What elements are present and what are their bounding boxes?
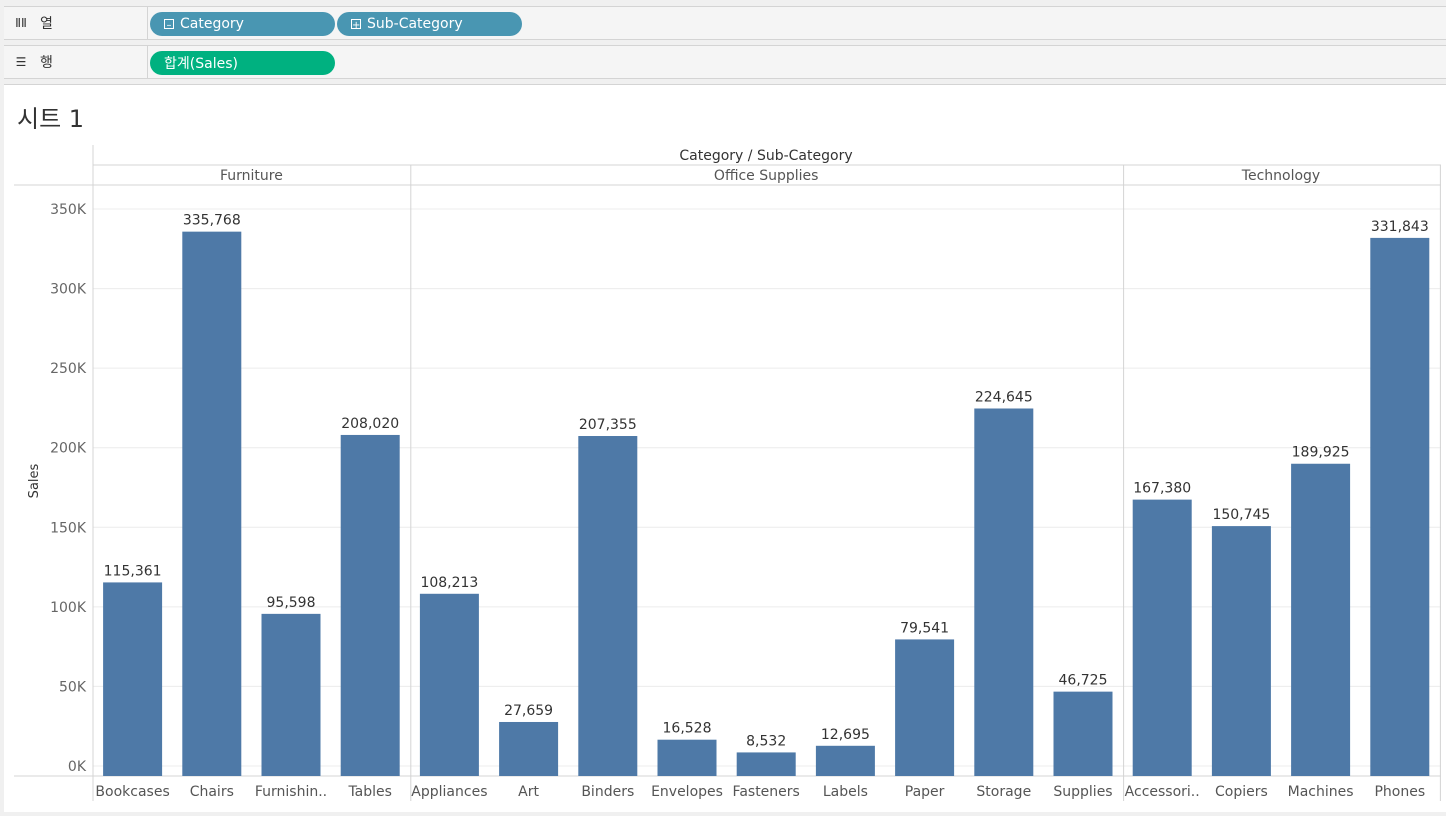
- bar[interactable]: [657, 739, 717, 776]
- bar-value-label: 208,020: [341, 416, 399, 432]
- x-tick-label: Labels: [823, 784, 868, 800]
- x-tick-label: Art: [518, 784, 539, 800]
- bar[interactable]: [261, 613, 321, 776]
- x-tick-label: Copiers: [1215, 784, 1268, 800]
- columns-icon: ⅡⅡ: [15, 16, 27, 30]
- x-tick-label: Chairs: [190, 784, 234, 800]
- sales-measure-pill[interactable]: 합계(Sales): [150, 51, 335, 75]
- bar[interactable]: [1370, 237, 1430, 776]
- rows-shelf-label: ☰ 행: [4, 46, 148, 78]
- header-title: Category / Sub-Category: [679, 148, 852, 164]
- x-tick-label: Accessori..: [1125, 784, 1200, 800]
- category-pill-label: Category: [180, 16, 244, 32]
- y-tick-label: 300K: [50, 282, 87, 298]
- bar-value-label: 189,925: [1292, 445, 1350, 461]
- bar-value-label: 150,745: [1212, 507, 1270, 523]
- y-tick-label: 0K: [68, 759, 87, 775]
- sub-category-pill-label: Sub-Category: [367, 16, 463, 32]
- bar-value-label: 79,541: [900, 620, 949, 636]
- bar-value-label: 207,355: [579, 417, 637, 433]
- x-tick-label: Fasteners: [733, 784, 800, 800]
- x-tick-label: Appliances: [411, 784, 487, 800]
- bar[interactable]: [815, 745, 875, 776]
- rows-shelf-title: 행: [40, 55, 53, 71]
- x-tick-label: Machines: [1288, 784, 1354, 800]
- bar[interactable]: [419, 593, 479, 776]
- bar-value-label: 46,725: [1059, 673, 1108, 689]
- bar-value-label: 115,361: [104, 563, 162, 579]
- y-tick-label: 250K: [50, 361, 87, 377]
- expand-icon[interactable]: [351, 19, 361, 29]
- bar-value-label: 108,213: [420, 575, 478, 591]
- x-tick-label: Storage: [976, 784, 1031, 800]
- bar-value-label: 12,695: [821, 727, 870, 743]
- bar[interactable]: [895, 639, 955, 776]
- bar[interactable]: [974, 408, 1034, 776]
- y-tick-label: 200K: [50, 441, 87, 457]
- collapse-icon[interactable]: [164, 19, 174, 29]
- y-tick-label: 350K: [50, 202, 87, 218]
- bar-value-label: 16,528: [663, 721, 712, 737]
- bar-value-label: 8,532: [746, 733, 786, 749]
- x-tick-label: Paper: [905, 784, 945, 800]
- category-header-1: Office Supplies: [714, 168, 819, 184]
- bar[interactable]: [1211, 526, 1271, 776]
- x-tick-label: Phones: [1374, 784, 1425, 800]
- bar-value-label: 167,380: [1133, 481, 1191, 497]
- y-tick-label: 150K: [50, 520, 87, 536]
- x-tick-label: Furnishin..: [255, 784, 327, 800]
- sub-category-pill[interactable]: Sub-Category: [337, 12, 522, 36]
- x-tick-label: Tables: [347, 784, 392, 800]
- rows-icon: ☰: [15, 55, 27, 69]
- sheet-title: 시트 1: [17, 105, 85, 133]
- y-axis-label: Sales: [27, 463, 42, 498]
- bar-value-label: 224,645: [975, 389, 1033, 405]
- bar[interactable]: [1291, 463, 1351, 776]
- bar-chart: 0K 50K 100K 150K 200K 250K 300K 350K Sales Catego…: [14, 145, 1441, 801]
- bar[interactable]: [499, 721, 559, 776]
- bar[interactable]: [1132, 499, 1192, 776]
- x-tick-label: Envelopes: [651, 784, 723, 800]
- y-tick-label: 50K: [59, 679, 87, 695]
- category-pill[interactable]: Category: [150, 12, 335, 36]
- y-tick-label: 100K: [50, 600, 87, 616]
- bar-value-label: 27,659: [504, 703, 553, 719]
- columns-shelf-label: ⅡⅡ 열: [4, 7, 148, 39]
- bar[interactable]: [578, 436, 638, 776]
- x-tick-label: Supplies: [1053, 784, 1112, 800]
- columns-shelf: ⅡⅡ 열 Category Sub-Category: [4, 6, 1446, 40]
- bar[interactable]: [103, 582, 163, 776]
- bar-value-label: 335,768: [183, 213, 241, 229]
- bar-value-label: 331,843: [1371, 219, 1429, 235]
- bar-value-label: 95,598: [267, 595, 316, 611]
- bar[interactable]: [182, 231, 242, 776]
- category-header-2: Technology: [1241, 168, 1320, 184]
- columns-shelf-title: 열: [40, 16, 53, 32]
- worksheet: 시트 1 0K 50K 100K 150K 200K 250K 300K 350K Sales C…: [4, 84, 1446, 812]
- bar[interactable]: [1053, 691, 1113, 776]
- x-tick-label: Binders: [581, 784, 634, 800]
- x-tick-label: Bookcases: [95, 784, 169, 800]
- sales-measure-pill-label: 합계(Sales): [164, 56, 238, 72]
- bar[interactable]: [736, 752, 796, 776]
- rows-shelf: ☰ 행 합계(Sales): [4, 45, 1446, 79]
- category-header-0: Furniture: [220, 168, 283, 184]
- bar[interactable]: [340, 434, 400, 776]
